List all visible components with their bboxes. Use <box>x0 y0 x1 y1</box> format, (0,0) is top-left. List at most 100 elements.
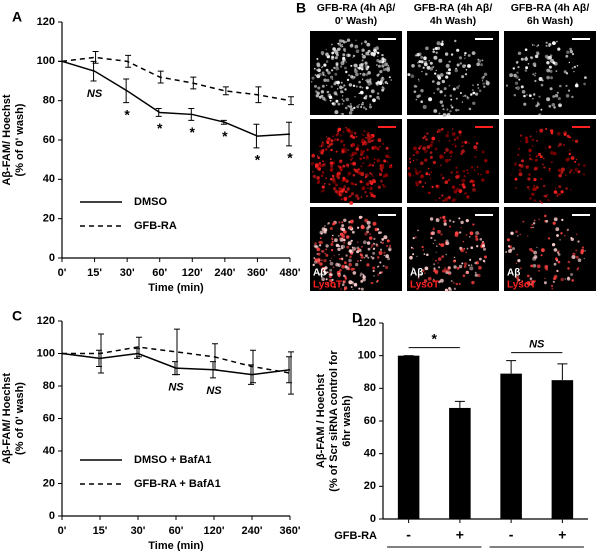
speckle <box>475 235 478 238</box>
speckle <box>350 75 354 79</box>
speckle <box>372 269 375 273</box>
speckle <box>538 95 541 98</box>
speckle <box>444 180 449 184</box>
speckle <box>334 238 338 243</box>
speckle <box>469 236 471 238</box>
speckle <box>557 145 560 147</box>
speckle <box>443 219 447 223</box>
speckle <box>472 84 474 87</box>
speckle <box>418 80 420 82</box>
speckle <box>513 73 517 78</box>
speckle <box>315 165 319 169</box>
speckle <box>412 175 414 177</box>
error-bar <box>253 123 260 149</box>
speckle <box>485 170 490 174</box>
speckle <box>317 156 321 160</box>
speckle <box>361 78 364 80</box>
speckle <box>482 75 485 79</box>
x-tick-label: 15' <box>87 267 102 279</box>
speckle <box>448 272 451 275</box>
speckle <box>481 80 484 82</box>
speckle <box>370 281 373 285</box>
speckle <box>412 237 415 240</box>
speckle <box>470 93 473 96</box>
speckle <box>552 243 556 247</box>
speckle <box>325 148 328 151</box>
significance-label: * <box>190 124 196 140</box>
speckle <box>345 254 348 257</box>
speckle <box>415 98 418 101</box>
comparison-label: * <box>432 330 438 346</box>
speckle <box>342 40 346 44</box>
speckle <box>340 140 342 143</box>
speckle <box>347 129 351 133</box>
speckle <box>311 76 315 80</box>
speckle <box>339 85 343 90</box>
speckle <box>332 234 334 237</box>
speckle <box>348 74 351 77</box>
speckle <box>537 44 540 47</box>
speckle <box>526 94 528 96</box>
speckle <box>433 263 436 266</box>
speckle <box>572 252 576 256</box>
speckle <box>358 66 361 70</box>
speckle <box>539 155 543 159</box>
speckle <box>435 69 437 72</box>
x-tick-label: 0' <box>58 267 67 279</box>
speckle <box>325 54 328 57</box>
speckle <box>430 236 433 239</box>
speckle <box>352 84 356 88</box>
speckle <box>533 44 536 46</box>
speckle <box>455 108 458 112</box>
speckle <box>452 198 457 202</box>
speckle <box>370 255 373 258</box>
speckle <box>328 183 331 186</box>
speckle <box>451 185 456 189</box>
speckle <box>324 231 327 234</box>
speckle <box>555 257 558 261</box>
speckle <box>313 257 316 259</box>
speckle <box>347 171 352 176</box>
speckle <box>552 95 556 98</box>
speckle <box>464 57 466 59</box>
speckle <box>334 56 338 60</box>
speckle <box>380 241 382 244</box>
speckle <box>350 181 354 185</box>
speckle <box>355 39 357 41</box>
speckle <box>368 131 370 134</box>
speckle <box>567 267 570 270</box>
column-title: GFB-RA (4h Aβ/ <box>414 2 493 14</box>
speckle <box>536 102 540 106</box>
speckle <box>330 257 333 260</box>
speckle <box>409 161 412 164</box>
speckle <box>520 85 524 89</box>
speckle <box>460 152 463 155</box>
speckle <box>331 174 335 178</box>
speckle <box>364 136 367 139</box>
speckle <box>459 62 462 65</box>
speckle <box>550 161 553 164</box>
speckle <box>533 199 536 202</box>
speckle <box>539 113 542 116</box>
speckle <box>355 262 359 267</box>
speckle <box>558 103 562 108</box>
speckle <box>483 260 486 263</box>
x-axis-label: Time (min) <box>148 282 204 294</box>
speckle <box>361 245 363 248</box>
speckle <box>533 250 537 255</box>
speckle <box>470 166 474 169</box>
speckle <box>558 185 562 189</box>
speckle <box>557 131 561 136</box>
speckle <box>378 98 381 100</box>
speckle <box>312 263 315 267</box>
speckle <box>547 237 551 240</box>
speckle <box>513 162 518 166</box>
speckle <box>385 146 389 150</box>
speckle <box>531 192 535 196</box>
speckle <box>434 147 438 151</box>
speckle <box>545 219 549 223</box>
speckle <box>364 254 368 258</box>
speckle <box>426 145 431 149</box>
speckle <box>434 239 436 241</box>
speckle <box>479 257 482 261</box>
